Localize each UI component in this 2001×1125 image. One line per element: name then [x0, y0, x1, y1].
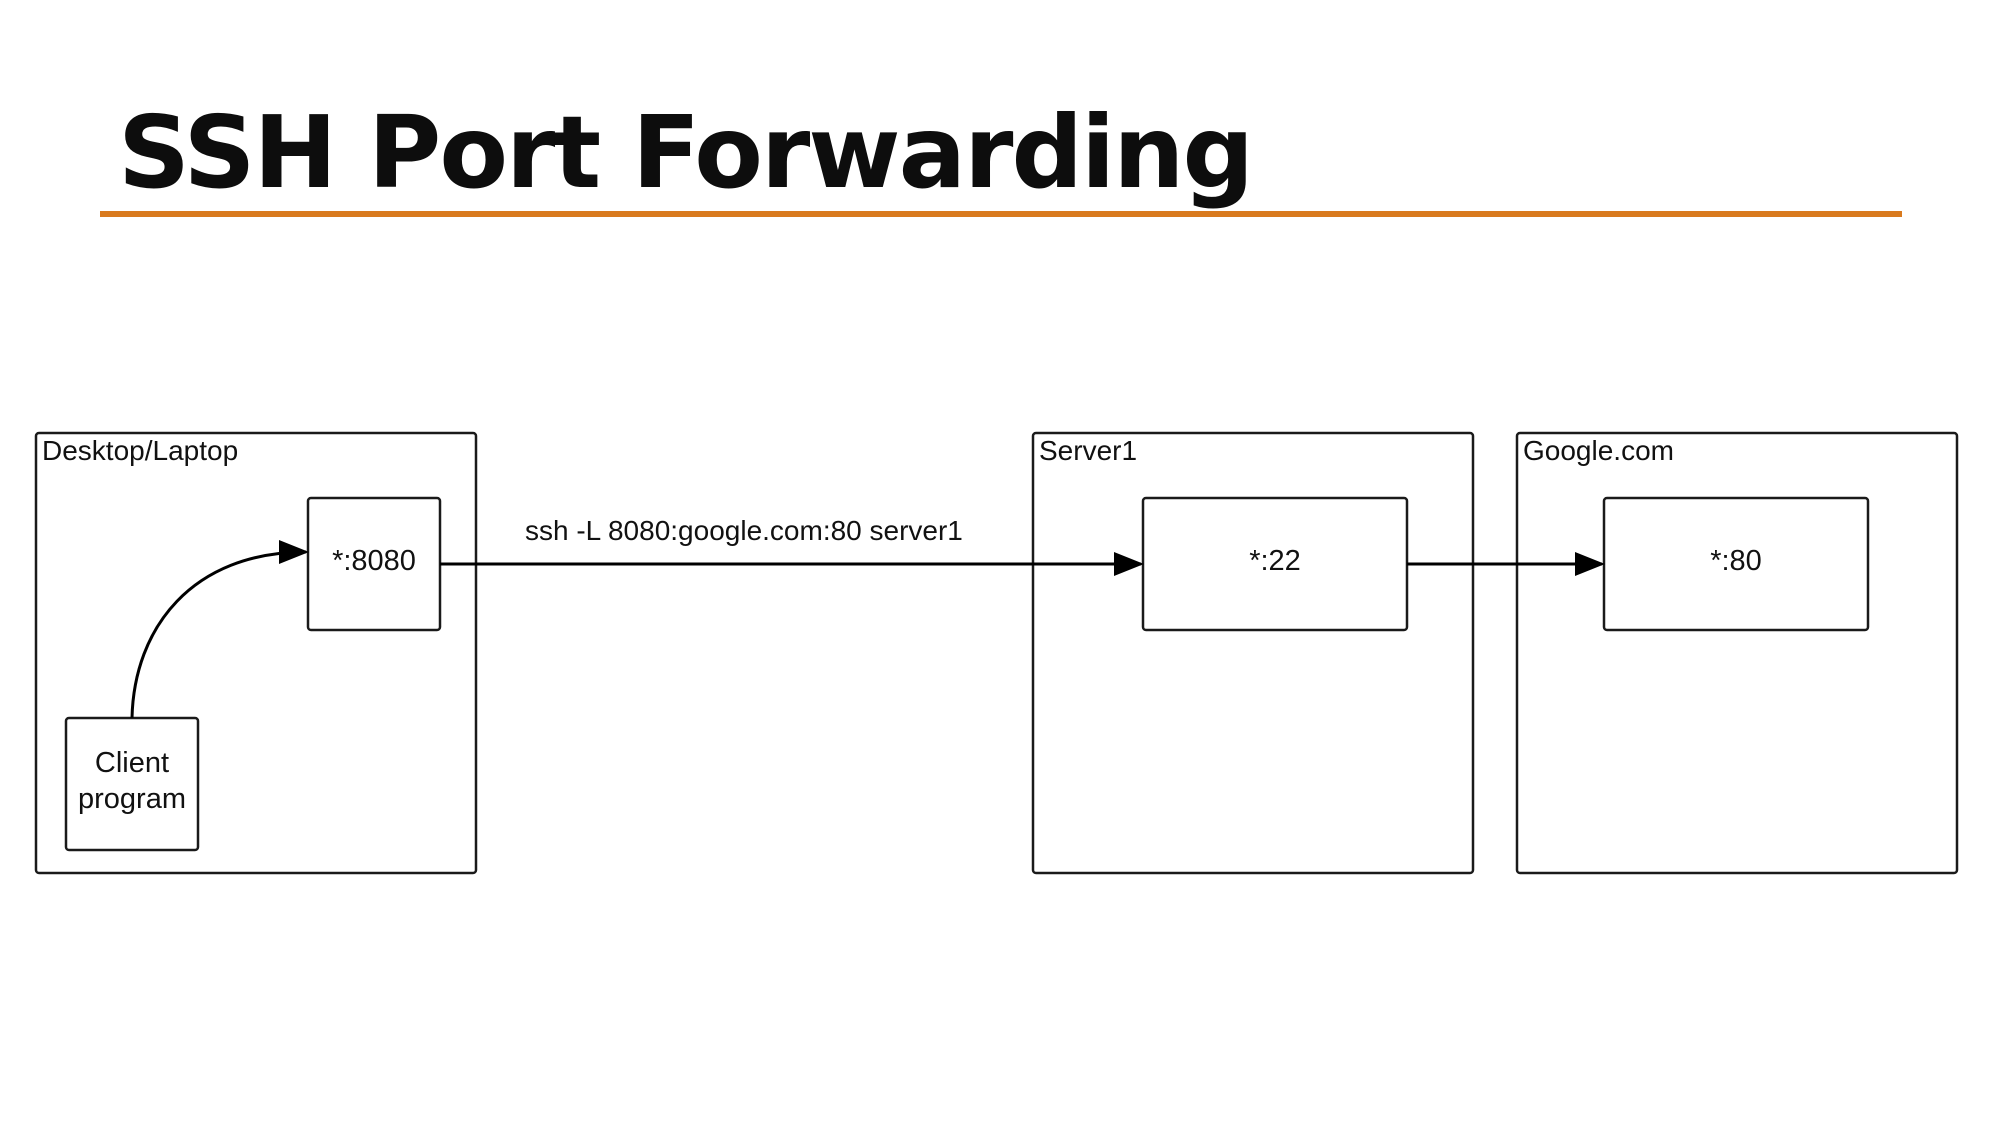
client-program-label-line1: Client — [95, 747, 169, 779]
client-program-label-line2: program — [78, 783, 186, 815]
desktop-laptop-label: Desktop/Laptop — [42, 435, 238, 466]
title-underline — [100, 211, 1902, 217]
google-port-node: *:80 — [1602, 496, 1870, 632]
server-port-label: *:22 — [1249, 545, 1301, 577]
google-label: Google.com — [1523, 435, 1674, 466]
server-port-node: *:22 — [1141, 496, 1409, 632]
ssh-command-label: ssh -L 8080:google.com:80 server1 — [525, 515, 963, 546]
local-port-label: *:8080 — [332, 545, 416, 577]
google-port-label: *:80 — [1710, 545, 1762, 577]
client-program-node: Client program — [64, 716, 200, 852]
local-port-node: *:8080 — [306, 496, 442, 632]
slide-title: SSH Port Forwarding — [118, 94, 1254, 211]
server1-label: Server1 — [1039, 435, 1137, 466]
client-to-local-arrow — [130, 540, 309, 719]
